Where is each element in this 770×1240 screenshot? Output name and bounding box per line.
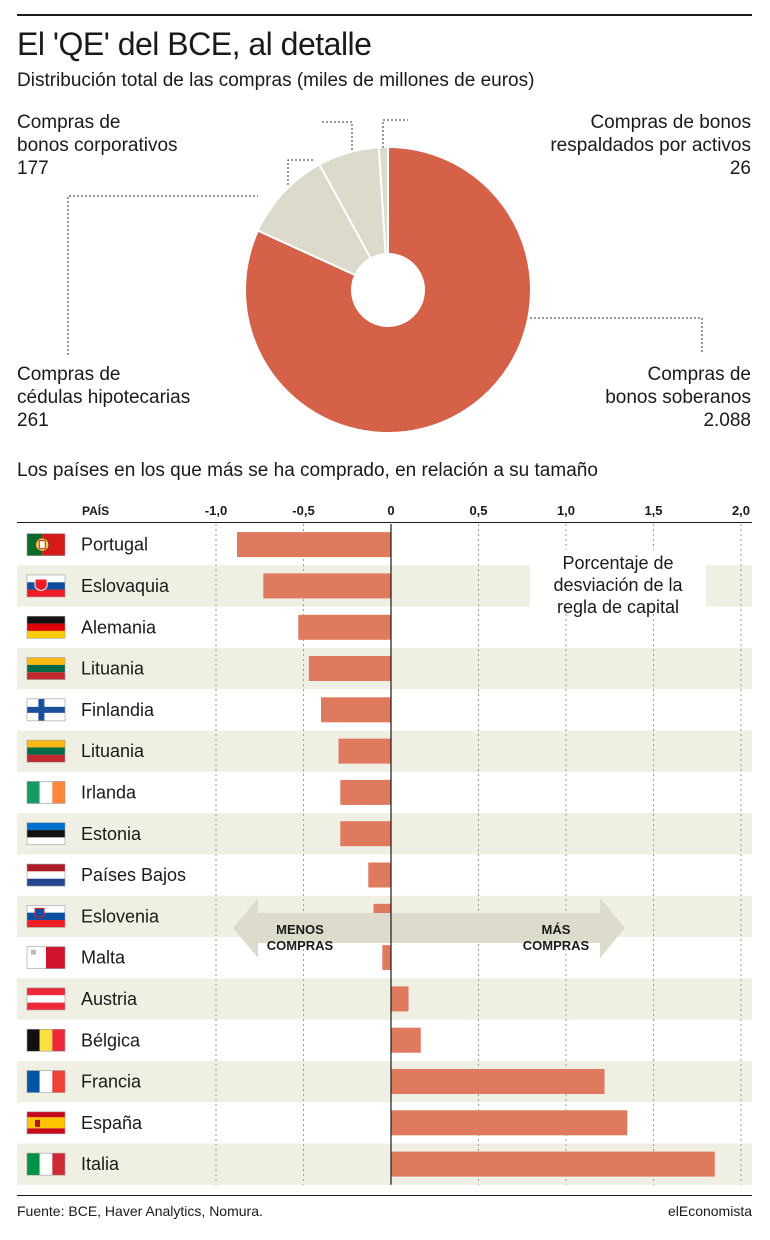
pie-label-soberanos: Compras de bonos soberanos 2.088 bbox=[605, 364, 751, 431]
page-title: El 'QE' del BCE, al detalle bbox=[17, 26, 372, 62]
country-label: Irlanda bbox=[81, 782, 137, 802]
x-tick-label: 0,5 bbox=[469, 503, 487, 518]
bar-lituania bbox=[338, 738, 391, 764]
country-label: Eslovaquia bbox=[81, 576, 170, 596]
bar-section-title: Los países en los que más se ha comprado… bbox=[17, 460, 598, 481]
flag-eslovaquia-icon bbox=[26, 574, 66, 598]
x-tick-label: -1,0 bbox=[205, 503, 227, 518]
x-tick-label: 1,5 bbox=[644, 503, 662, 518]
x-tick-label: 0 bbox=[387, 503, 394, 518]
flag-francia-icon bbox=[26, 1070, 66, 1093]
pie-label-activos: Compras de bonos respaldados por activos… bbox=[550, 112, 751, 179]
x-tick-label: 1,0 bbox=[557, 503, 575, 518]
flag-italia-icon bbox=[26, 1152, 66, 1176]
annotation-line-1: Porcentaje de bbox=[562, 553, 673, 573]
bar-alemania bbox=[298, 614, 392, 640]
pie-label-corporativos: Compras de bonos corporativos 177 bbox=[17, 112, 178, 179]
flag-eslovenia-icon bbox=[26, 905, 66, 928]
country-label: Portugal bbox=[81, 535, 148, 555]
flag-lituania-icon bbox=[26, 657, 66, 680]
arrow-left-line-1: MENOS bbox=[276, 922, 324, 937]
country-label: Austria bbox=[81, 989, 138, 1009]
x-tick-label: 2,0 bbox=[732, 503, 750, 518]
bar-portugal bbox=[237, 532, 391, 558]
country-label: Lituania bbox=[81, 741, 145, 761]
flag-portugal-icon bbox=[26, 533, 66, 556]
row-band bbox=[17, 978, 752, 1020]
flag-finlandia-icon bbox=[26, 698, 66, 722]
annotation-line-2: desviación de la bbox=[553, 575, 683, 595]
row-band bbox=[17, 1060, 752, 1103]
brand-logo: elEconomista bbox=[667, 1203, 752, 1219]
bar-francia bbox=[391, 1069, 605, 1094]
bar-lituania bbox=[308, 656, 392, 681]
direction-arrow: MENOS COMPRAS MÁS COMPRAS bbox=[233, 898, 625, 958]
country-label: Finlandia bbox=[81, 700, 155, 720]
footer-rule bbox=[17, 1195, 752, 1196]
bar-finlandia bbox=[321, 697, 391, 723]
bar-espana bbox=[391, 1110, 628, 1136]
bar-malta bbox=[382, 945, 392, 971]
bar-italia bbox=[391, 1151, 715, 1177]
arrow-left-line-2: COMPRAS bbox=[267, 938, 334, 953]
bar-estonia bbox=[340, 821, 392, 847]
country-label: España bbox=[81, 1113, 143, 1133]
pie-label-hipotecarias: Compras de cédulas hipotecarias 261 bbox=[17, 364, 191, 431]
leader-lines bbox=[67, 119, 703, 355]
country-label: Lituania bbox=[81, 659, 145, 679]
donut-chart bbox=[67, 119, 703, 434]
country-label: Bélgica bbox=[81, 1030, 141, 1050]
donut-hole bbox=[351, 253, 425, 327]
pie-slice-1 bbox=[256, 163, 391, 293]
flag-lituania-icon bbox=[26, 739, 66, 763]
country-label: Italia bbox=[81, 1154, 120, 1174]
flag-austria-icon bbox=[26, 987, 66, 1011]
annotation-box: Porcentaje de desviación de la regla de … bbox=[530, 550, 706, 617]
pie-value-hipotecarias: 261 bbox=[17, 410, 49, 431]
flag-espana-icon bbox=[26, 1111, 66, 1135]
country-label: Eslovenia bbox=[81, 906, 160, 926]
source-note: Fuente: BCE, Haver Analytics, Nomura. bbox=[17, 1203, 263, 1219]
country-label: Estonia bbox=[81, 824, 142, 844]
flag-irlanda-icon bbox=[26, 781, 66, 804]
country-column-header: PAÍS bbox=[82, 503, 109, 518]
bar-paises-bajos bbox=[368, 862, 392, 888]
flag-malta-icon bbox=[26, 946, 66, 969]
bar-chart: -1,0 -0,5 0 0,5 1,0 1,5 2,0 PAÍS Portugal Eslov… bbox=[17, 503, 752, 1185]
bar-austria bbox=[391, 986, 409, 1012]
country-label: Malta bbox=[81, 948, 126, 968]
flag-alemania-icon bbox=[26, 615, 66, 639]
bar-irlanda bbox=[340, 779, 392, 805]
bar-belgica bbox=[391, 1027, 421, 1053]
flag-paises-bajos-icon bbox=[26, 863, 66, 887]
annotation-line-3: regla de capital bbox=[557, 597, 679, 617]
pie-value-soberanos: 2.088 bbox=[703, 410, 751, 431]
arrow-right-line-2: COMPRAS bbox=[523, 938, 590, 953]
bar-eslovaquia bbox=[263, 573, 392, 599]
flag-belgica-icon bbox=[26, 1028, 66, 1052]
pie-subtitle: Distribución total de las compras (miles… bbox=[17, 70, 535, 91]
pie-value-corporativos: 177 bbox=[17, 158, 49, 179]
pie-value-activos: 26 bbox=[729, 158, 751, 179]
country-label: Países Bajos bbox=[81, 865, 186, 885]
x-tick-label: -0,5 bbox=[292, 503, 314, 518]
flag-estonia-icon bbox=[26, 822, 66, 846]
arrow-right-line-1: MÁS bbox=[542, 922, 571, 937]
top-rule bbox=[17, 14, 752, 16]
country-label: Alemania bbox=[81, 617, 157, 637]
country-label: Francia bbox=[81, 1072, 142, 1092]
